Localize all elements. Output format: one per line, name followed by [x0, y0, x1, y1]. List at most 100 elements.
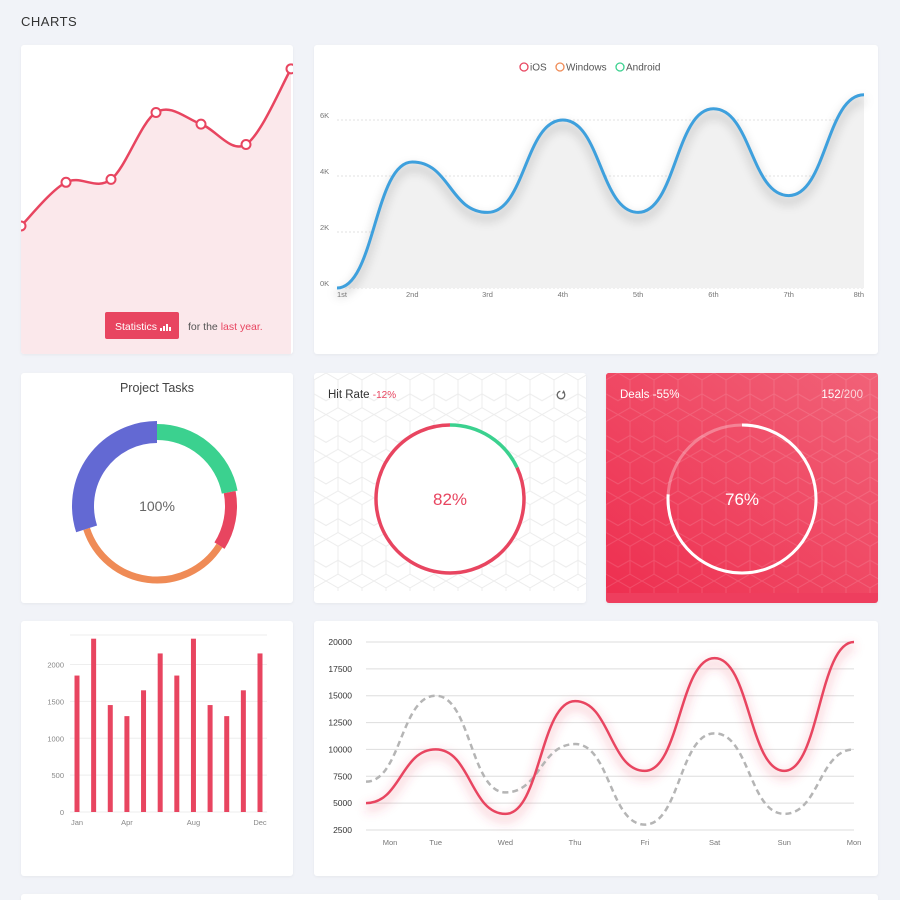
bar [257, 653, 263, 812]
project-tasks-card: Project Tasks 100% [21, 373, 293, 603]
caption-highlight: last year. [221, 321, 263, 333]
deals-count: 152/200 [821, 389, 863, 401]
hit-rate-card: Hit Rate -12% 82% [314, 373, 586, 603]
bar [107, 705, 113, 812]
hit-rate-label: Hit Rate [328, 389, 373, 401]
y-tick-label: 12500 [328, 718, 352, 728]
statistics-card: Statistics for the last year. [21, 45, 293, 354]
chart-svg: 0 500 1000 1500 2000 Jan Apr Aug Dec [47, 634, 267, 827]
bar [74, 675, 80, 812]
donut-segment [72, 421, 158, 533]
y-tick-label: 5000 [333, 798, 352, 808]
chart-svg: Statistics for the last year. [21, 63, 293, 354]
deals-label: Deals [620, 389, 653, 401]
gauge-value-label: 82% [433, 490, 467, 509]
deals-card: Deals -55% 152/200 76% [606, 373, 878, 603]
icon-bar [166, 324, 168, 331]
deals-title: Deals -55% [620, 389, 679, 401]
x-tick-label: Apr [121, 818, 133, 827]
y-tick-label: 2500 [333, 825, 352, 835]
hex-background [606, 373, 878, 593]
x-tick-label: Fri [640, 838, 649, 847]
x-tick-label: Mon [383, 838, 398, 847]
y-tick-label: 1000 [47, 734, 64, 743]
x-tick-label: Jan [71, 818, 83, 827]
icon-bar [163, 326, 165, 331]
deals-count-total: /200 [841, 389, 863, 401]
gauge-remaining-arc [449, 423, 519, 469]
data-point [60, 176, 72, 188]
series-2-line [365, 694, 855, 826]
y-tick-label: 2K [320, 223, 329, 232]
button-bg[interactable] [105, 312, 179, 339]
x-tick-label: Sun [778, 838, 791, 847]
gauge-value-arc [374, 423, 526, 575]
chart-svg: Project Tasks 100% [72, 381, 238, 584]
deals-delta: -55% [653, 389, 680, 401]
bar [190, 638, 196, 812]
x-tick-label: 5th [633, 290, 643, 299]
statistics-button-label: Statistics [115, 321, 157, 333]
x-tick-label: 1st [337, 290, 348, 299]
donut-segment [156, 424, 238, 494]
area-fill [337, 94, 864, 288]
y-tick-label: 4K [320, 167, 329, 176]
series-1-line [365, 640, 855, 816]
bar [124, 716, 130, 812]
x-tick-label: 4th [558, 290, 568, 299]
hit-rate-delta: -12% [373, 390, 396, 401]
ios-series-line [336, 93, 865, 290]
y-tick-label: 15000 [328, 691, 352, 701]
gauge-value-arc [666, 423, 818, 575]
donut-center-label: 100% [139, 498, 175, 514]
statistics-button[interactable]: Statistics [105, 312, 179, 339]
legend-label: Windows [566, 63, 607, 74]
refresh-icon[interactable] [556, 390, 566, 400]
refresh-arrow[interactable] [561, 390, 566, 394]
y-tick-label: 0K [320, 279, 329, 288]
data-point [285, 63, 293, 75]
y-tick-label: 17500 [328, 664, 352, 674]
x-tick-label: 7th [783, 290, 793, 299]
icon-bar [160, 328, 162, 331]
refresh-arc[interactable] [556, 390, 566, 400]
data-point [195, 118, 207, 130]
x-tick-label: 3rd [482, 290, 493, 299]
chart-svg: 2500 5000 7500 10000 12500 15000 17500 20000 Mon… [328, 637, 861, 847]
icon-bar [169, 327, 171, 331]
legend-marker [615, 62, 625, 72]
donut-segment [83, 527, 223, 584]
y-tick-label: 1500 [47, 697, 64, 706]
data-point [150, 106, 162, 118]
bar [224, 716, 230, 812]
data-point [21, 220, 27, 232]
weekly-line-chart-card: 2500 5000 7500 10000 12500 15000 17500 20000 Mon… [314, 621, 878, 876]
y-tick-label: 2000 [47, 661, 64, 670]
statistics-caption: for the last year. [188, 321, 263, 333]
y-tick-label: 20000 [328, 637, 352, 647]
device-area-chart-card: iOS Windows Android 0K 2K 4K 6K 1st 2nd 3rd 4th 5th… [314, 45, 878, 354]
y-tick-label: 10000 [328, 744, 352, 754]
bar-chart-icon [160, 324, 171, 331]
line-shadow [336, 98, 865, 296]
donut-segment [214, 491, 237, 549]
x-tick-label: 2nd [406, 290, 419, 299]
next-card-edge [21, 894, 878, 900]
page-title: CHARTS [21, 14, 78, 29]
legend-marker [519, 62, 529, 72]
x-tick-label: Tue [429, 838, 442, 847]
data-point [105, 173, 117, 185]
bar [240, 690, 246, 812]
x-tick-label: 8th [854, 290, 864, 299]
x-tick-label: 6th [708, 290, 718, 299]
legend-label: Android [626, 63, 660, 74]
x-tick-label: Sat [709, 838, 721, 847]
bar [141, 690, 147, 812]
y-tick-label: 7500 [333, 771, 352, 781]
hit-rate-title: Hit Rate -12% [328, 389, 396, 401]
y-tick-label: 500 [51, 771, 64, 780]
x-tick-label: Dec [253, 818, 267, 827]
chart-svg: Deals -55% 152/200 76% [606, 373, 878, 593]
donut-title: Project Tasks [120, 381, 194, 395]
gauge-value-label: 76% [725, 490, 759, 509]
